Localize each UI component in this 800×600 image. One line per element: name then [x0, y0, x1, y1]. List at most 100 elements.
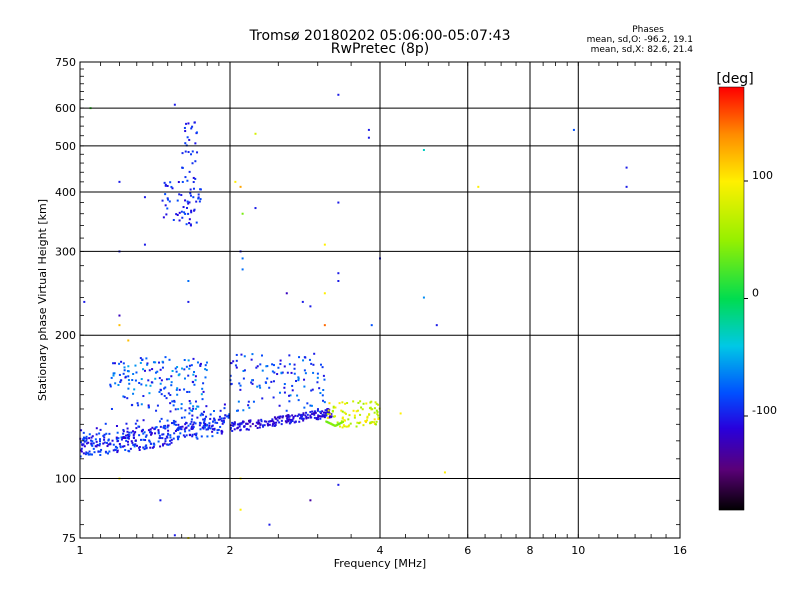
- echo-point: [213, 427, 216, 430]
- colorbar-band: [719, 193, 744, 195]
- echo-point: [274, 417, 277, 420]
- echo-point: [193, 208, 196, 211]
- colorbar-band: [719, 476, 744, 478]
- colorbar-band: [719, 503, 744, 505]
- colorbar-band: [719, 499, 744, 501]
- echo-point: [369, 421, 372, 424]
- echo-point: [154, 361, 157, 364]
- echo-point: [167, 424, 170, 427]
- echo-point: [177, 427, 180, 430]
- colorbar-band: [719, 474, 744, 476]
- echo-point: [293, 363, 296, 366]
- echo-point: [177, 435, 180, 438]
- echo-point: [186, 179, 189, 182]
- echo-point: [140, 378, 143, 381]
- echo-point: [185, 223, 188, 226]
- echo-point: [308, 358, 311, 361]
- echo-point: [247, 404, 250, 407]
- echo-point: [321, 410, 324, 413]
- echo-point: [208, 422, 211, 425]
- colorbar-band: [719, 508, 744, 510]
- echo-point: [127, 387, 130, 390]
- colorbar-band: [719, 444, 744, 446]
- colorbar-band: [719, 261, 744, 263]
- echo-point: [288, 394, 291, 397]
- echo-point: [117, 439, 120, 442]
- echo-point: [248, 406, 251, 409]
- echo-point: [135, 444, 138, 447]
- echo-point: [323, 292, 326, 295]
- echo-point: [213, 417, 216, 420]
- echo-point: [174, 408, 177, 411]
- colorbar-band: [719, 306, 744, 308]
- colorbar-band: [719, 111, 744, 113]
- colorbar-band: [719, 430, 744, 432]
- echo-point: [179, 426, 182, 429]
- echo-point: [325, 414, 328, 417]
- echo-point: [196, 405, 199, 408]
- echo-point: [164, 386, 167, 389]
- echo-point: [220, 417, 223, 420]
- echo-point: [236, 426, 239, 429]
- echo-point: [170, 375, 173, 378]
- echo-point: [103, 438, 106, 441]
- echo-point: [265, 420, 268, 423]
- echo-point: [137, 404, 140, 407]
- colorbar-band: [719, 299, 744, 301]
- echo-point: [100, 448, 103, 451]
- echo-point: [158, 361, 161, 364]
- echo-point: [194, 379, 197, 382]
- echo-point: [302, 412, 305, 415]
- echo-point: [91, 440, 94, 443]
- echo-point: [126, 433, 129, 436]
- colorbar-band: [719, 211, 744, 213]
- echo-point: [201, 387, 204, 390]
- echo-point: [344, 412, 347, 415]
- colorbar-band: [719, 314, 744, 316]
- echo-point: [343, 419, 346, 422]
- colorbar-band: [719, 410, 744, 412]
- colorbar-band: [719, 428, 744, 430]
- echo-point: [224, 414, 227, 417]
- echo-point: [237, 400, 240, 403]
- echo-point: [188, 201, 191, 204]
- echo-point: [205, 415, 208, 418]
- echo-point: [209, 413, 212, 416]
- echo-point: [158, 420, 161, 423]
- echo-point: [207, 427, 210, 430]
- echo-point: [202, 427, 205, 430]
- echo-point: [159, 388, 162, 391]
- colorbar-band: [719, 352, 744, 354]
- colorbar-band: [719, 494, 744, 496]
- colorbar-band: [719, 441, 744, 443]
- echo-point: [188, 407, 191, 410]
- echo-point: [204, 376, 207, 379]
- echo-point: [112, 443, 115, 446]
- echo-point: [250, 358, 253, 361]
- phase-stats-header: Phases: [632, 25, 664, 35]
- echo-point: [91, 453, 94, 456]
- echo-point: [161, 366, 164, 369]
- echo-point: [172, 218, 175, 221]
- echo-point: [266, 422, 269, 425]
- echo-point: [263, 424, 266, 427]
- echo-point: [235, 359, 238, 362]
- echo-point: [131, 441, 134, 444]
- echo-point: [190, 153, 193, 156]
- echo-point: [154, 371, 157, 374]
- echo-point: [317, 414, 320, 417]
- echo-point: [189, 223, 192, 226]
- echo-point: [145, 444, 148, 447]
- echo-point: [205, 428, 208, 431]
- echo-point: [123, 396, 126, 399]
- echo-point: [114, 449, 117, 452]
- echo-point: [203, 419, 206, 422]
- echo-point: [186, 136, 189, 139]
- echo-point: [142, 395, 145, 398]
- echo-point: [252, 400, 255, 403]
- colorbar-band: [719, 407, 744, 409]
- echo-point: [274, 424, 277, 427]
- echo-point: [367, 136, 370, 139]
- echo-point: [625, 166, 628, 169]
- echo-point: [157, 432, 160, 435]
